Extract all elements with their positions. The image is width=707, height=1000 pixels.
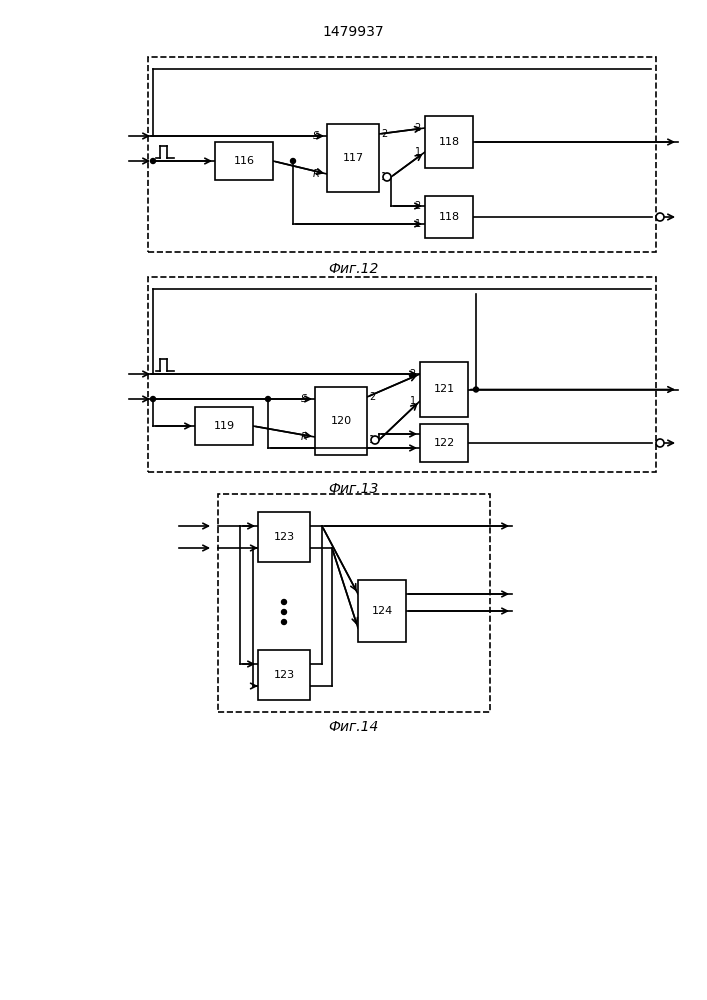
Bar: [195, 407, 253, 445]
Circle shape: [656, 213, 664, 221]
Text: 122: 122: [433, 438, 455, 448]
Text: S: S: [300, 394, 307, 404]
Bar: [315, 387, 367, 455]
Circle shape: [151, 158, 156, 163]
Text: Фиг.12: Фиг.12: [328, 262, 378, 276]
Bar: [425, 196, 473, 238]
Circle shape: [281, 599, 286, 604]
Bar: [420, 362, 468, 417]
Circle shape: [371, 436, 379, 444]
Text: 117: 117: [342, 153, 363, 163]
Bar: [258, 650, 310, 700]
Text: Фиг.13: Фиг.13: [328, 482, 378, 496]
Circle shape: [266, 396, 271, 401]
Circle shape: [656, 439, 664, 447]
Text: 118: 118: [438, 212, 460, 222]
Text: Фиг.14: Фиг.14: [328, 720, 378, 734]
Text: 2: 2: [415, 123, 421, 133]
Text: 1479937: 1479937: [322, 25, 384, 39]
Text: 118: 118: [438, 137, 460, 147]
Text: 123: 123: [274, 670, 295, 680]
Circle shape: [281, 609, 286, 614]
Text: 1: 1: [381, 172, 387, 182]
Bar: [258, 512, 310, 562]
Text: 116: 116: [233, 156, 255, 166]
Text: 120: 120: [330, 416, 351, 426]
Circle shape: [291, 158, 296, 163]
Text: 1: 1: [415, 147, 421, 157]
Bar: [218, 494, 490, 712]
Text: 1: 1: [415, 219, 421, 229]
Text: 119: 119: [214, 421, 235, 431]
Circle shape: [383, 173, 391, 181]
Bar: [420, 424, 468, 462]
Bar: [215, 142, 273, 180]
Text: 1: 1: [410, 396, 416, 406]
Circle shape: [474, 387, 479, 392]
Bar: [148, 277, 656, 472]
Text: 2: 2: [415, 201, 421, 211]
Bar: [425, 116, 473, 168]
Text: 2: 2: [410, 369, 416, 379]
Text: 124: 124: [371, 606, 392, 616]
Text: S: S: [312, 131, 319, 141]
Text: 1: 1: [369, 435, 375, 445]
Bar: [148, 57, 656, 252]
Bar: [358, 580, 406, 642]
Text: R: R: [312, 169, 319, 179]
Text: R: R: [300, 432, 307, 442]
Text: 2: 2: [381, 129, 387, 139]
Circle shape: [281, 619, 286, 624]
Circle shape: [151, 396, 156, 401]
Text: 121: 121: [433, 384, 455, 394]
Bar: [327, 124, 379, 192]
Text: 123: 123: [274, 532, 295, 542]
Text: 2: 2: [369, 392, 375, 402]
